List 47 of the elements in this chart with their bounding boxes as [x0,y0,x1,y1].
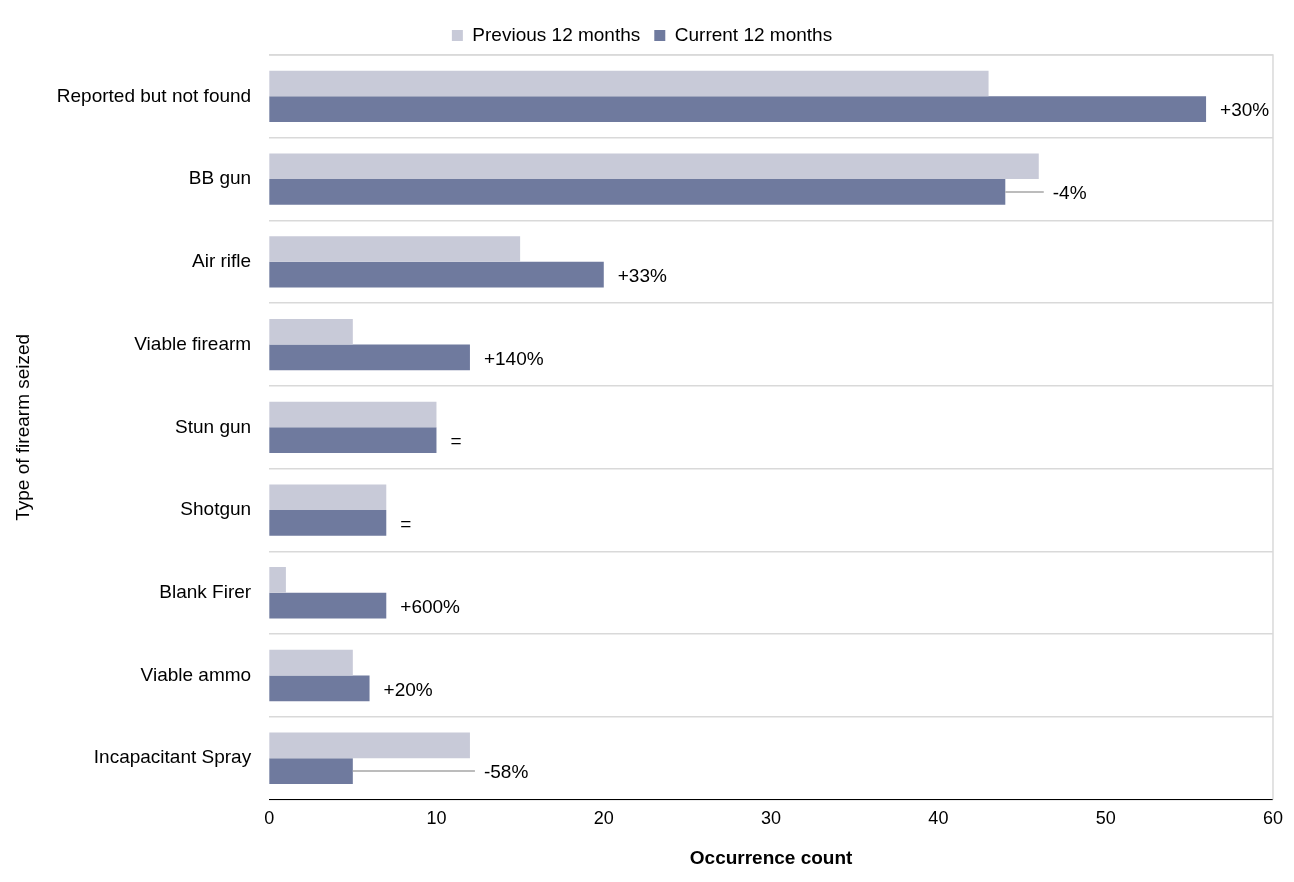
y-tick-label: Stun gun [175,415,252,437]
y-tick-label: Reported but not found [56,84,252,106]
bar [269,96,1207,123]
annotation: = [400,513,412,535]
legend-label: Previous 12 months [472,23,641,45]
bar [269,758,353,784]
y-tick-label: Air rifle [192,250,252,272]
x-tick-label: 40 [928,808,949,829]
bar [269,649,353,676]
annotation: = [450,430,462,452]
annotation: -4% [1052,182,1087,204]
bar [269,567,286,593]
y-tick-label: Viable ammo [140,663,252,685]
bar [269,153,1039,180]
bar [269,261,604,288]
y-tick-label: BB gun [188,167,252,189]
y-tick-label: Viable firearm [134,332,252,354]
y-axis-title: Type of firearm seized [11,333,33,521]
annotation: +30% [1220,99,1270,121]
y-tick-label: Incapacitant Spray [93,746,252,768]
bar [269,344,470,371]
bar [269,401,437,428]
y-tick-label: Blank Firer [159,581,252,602]
annotation: +33% [617,264,668,286]
annotation: +600% [400,595,461,617]
bar [269,318,353,345]
annotation: +20% [383,678,433,700]
bar [269,510,387,536]
x-tick-label: 50 [1095,808,1116,829]
bar [269,592,387,619]
x-tick-label: 10 [426,808,447,829]
annotation: +140% [483,347,544,369]
x-axis-title: Occurrence count [689,846,854,868]
x-tick-label: 60 [1262,808,1283,829]
bar [269,732,470,759]
y-tick-label: Shotgun [180,498,252,520]
bar [269,179,1006,205]
x-tick-label: 20 [593,808,614,829]
bar [269,427,437,453]
bar [269,675,370,702]
annotation: -58% [483,761,529,783]
bar [269,70,989,97]
legend-label: Current 12 months [674,23,833,45]
x-tick-label: 0 [264,808,275,829]
x-tick-label: 30 [761,808,782,829]
bar [269,236,521,262]
bar [269,484,387,511]
